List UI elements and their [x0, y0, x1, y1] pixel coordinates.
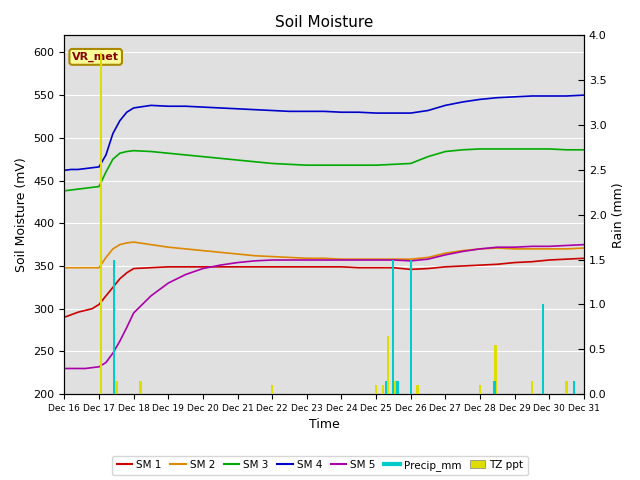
Legend: SM 1, SM 2, SM 3, SM 4, SM 5, Precip_mm, TZ ppt: SM 1, SM 2, SM 3, SM 4, SM 5, Precip_mm,… [113, 456, 527, 475]
Bar [542, 304, 544, 394]
Bar [394, 381, 396, 394]
Bar [382, 385, 384, 394]
Bar [397, 381, 399, 394]
Bar [565, 381, 568, 394]
Bar [392, 260, 394, 394]
Bar [410, 260, 412, 394]
Bar [113, 260, 115, 394]
Bar [100, 53, 102, 394]
Bar [385, 381, 387, 394]
Bar [140, 381, 142, 394]
Bar [573, 381, 575, 394]
Title: Soil Moisture: Soil Moisture [275, 15, 373, 30]
X-axis label: Time: Time [308, 419, 339, 432]
Bar [531, 381, 533, 394]
Y-axis label: Rain (mm): Rain (mm) [612, 182, 625, 248]
Bar [493, 381, 495, 394]
Text: VR_met: VR_met [72, 52, 119, 62]
Y-axis label: Soil Moisture (mV): Soil Moisture (mV) [15, 157, 28, 272]
Bar [479, 385, 481, 394]
Bar [494, 345, 497, 394]
Bar [115, 381, 118, 394]
Bar [387, 336, 389, 394]
Bar [417, 385, 419, 394]
Bar [375, 385, 377, 394]
Bar [271, 385, 273, 394]
